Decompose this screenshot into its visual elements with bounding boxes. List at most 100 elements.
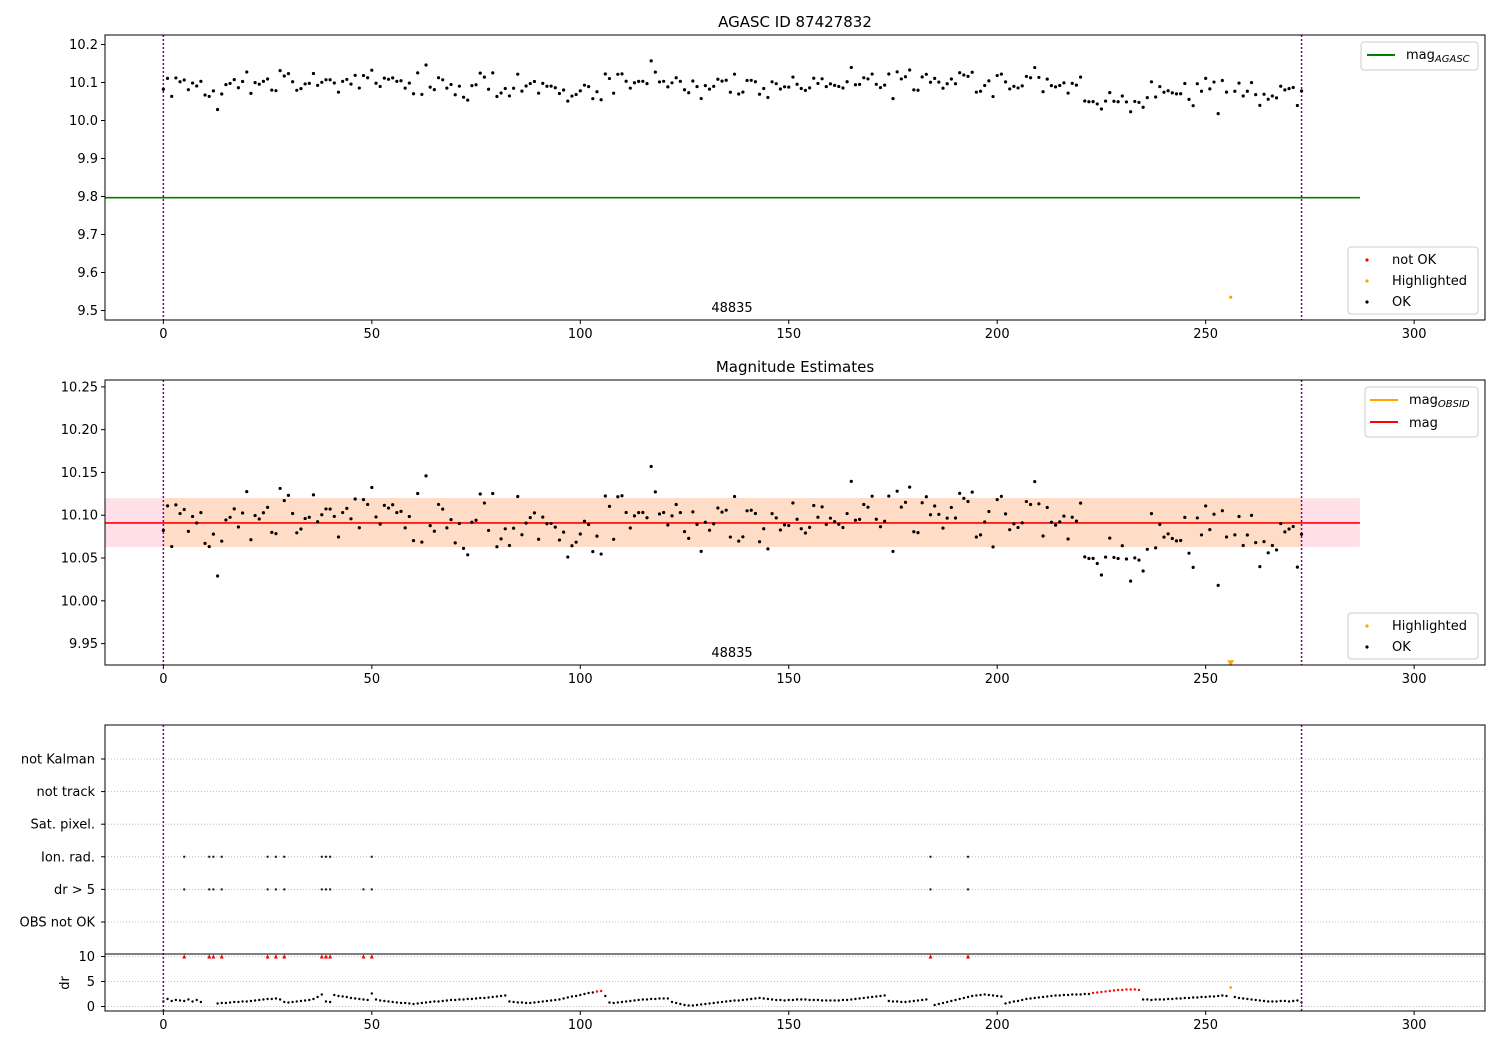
dr-point: [1054, 994, 1057, 997]
dr-point: [1037, 996, 1041, 999]
flag-point: [266, 855, 269, 858]
panel-mag-legend-bottom: Highlighted OK: [1347, 612, 1479, 660]
dr-point: [916, 999, 920, 1002]
flag-point: [324, 888, 328, 891]
dr-point: [741, 998, 745, 1002]
dr-point: [687, 1004, 690, 1007]
ok-point: [1245, 533, 1249, 537]
ok-point: [757, 92, 762, 96]
ok-point: [299, 87, 303, 91]
ok-point: [1108, 91, 1112, 95]
ok-point: [983, 520, 987, 524]
dr-point: [1279, 999, 1282, 1003]
ok-point: [1170, 91, 1174, 95]
ok-point: [286, 493, 291, 497]
dr-outlier-marker: [323, 954, 328, 959]
ok-point: [395, 79, 399, 83]
dr-point: [808, 998, 811, 1002]
ok-point: [974, 90, 978, 94]
ok-point: [357, 86, 361, 90]
panel-flags-data: [105, 725, 1485, 1011]
ok-point: [1058, 520, 1062, 524]
dr-point: [996, 994, 999, 998]
ok-point: [1291, 85, 1295, 90]
ok-point: [766, 547, 770, 551]
dr-point: [374, 998, 378, 1001]
ok-point: [687, 536, 691, 540]
ok-point: [1295, 565, 1299, 569]
ok-point: [787, 523, 791, 528]
dr-point: [1296, 999, 1299, 1002]
dr-point: [1025, 997, 1028, 1001]
ok-point: [407, 514, 411, 519]
dr-point: [745, 998, 749, 1001]
ok-point: [253, 513, 257, 518]
dr-point: [520, 1001, 524, 1004]
ok-point: [862, 502, 866, 507]
dr-point: [224, 1001, 228, 1005]
ok-point: [207, 94, 211, 99]
ok-point: [962, 496, 966, 500]
ok-point: [1141, 569, 1145, 573]
ok-point: [1204, 76, 1208, 80]
ok-point: [1149, 80, 1154, 84]
dr-not-ok-point: [1108, 989, 1111, 993]
legend-marker-ok: [1365, 645, 1369, 649]
dr-point: [195, 998, 198, 1002]
ok-point: [691, 79, 695, 83]
dr-point: [1058, 994, 1061, 997]
ok-point: [1279, 521, 1283, 526]
ok-point: [457, 84, 461, 88]
ok-point: [1179, 538, 1183, 543]
ok-point: [891, 96, 895, 101]
ok-point: [265, 505, 270, 509]
ok-point: [236, 86, 241, 90]
dr-point: [1179, 997, 1182, 1000]
legend-label-mag-agasc: magAGASC: [1406, 48, 1470, 65]
dr-point: [1187, 996, 1191, 1000]
panel-magnitude-estimates: Magnitude Estimates 0 50 100 150 200 250 300 9…: [61, 358, 1486, 687]
ok-point: [399, 509, 403, 513]
dr-point: [266, 997, 269, 1001]
ok-point: [386, 77, 391, 81]
ok-point: [1124, 100, 1129, 104]
ok-point: [749, 78, 753, 82]
ok-point: [1216, 583, 1220, 588]
ok-point: [1249, 513, 1254, 517]
dr-point: [245, 1000, 248, 1003]
dr-point: [904, 1000, 907, 1004]
dr-not-ok-point: [1121, 988, 1124, 992]
flag-point: [183, 855, 186, 858]
ok-point: [712, 522, 716, 526]
ok-point: [1262, 540, 1266, 544]
panel-agasc-x-axis: 0 50 100 150 200 250 300: [159, 320, 1427, 342]
ok-point: [432, 529, 436, 533]
panel-agasc-y-axis: 9.5 9.6 9.7 9.8 9.9 10.0 10.1 10.2: [69, 38, 105, 319]
ok-point: [657, 512, 662, 516]
ok-point: [962, 73, 966, 77]
ok-point: [286, 72, 291, 76]
ok-point: [1070, 81, 1074, 86]
ok-point: [1212, 80, 1216, 84]
x-tick-label: 300: [1402, 1018, 1427, 1033]
ok-point: [420, 540, 424, 544]
ok-point: [1104, 99, 1108, 103]
ok-point: [453, 541, 457, 545]
panel-mag-data: [105, 380, 1360, 667]
dr-point: [420, 1001, 424, 1005]
ok-point: [991, 94, 995, 99]
x-tick-label: 150: [776, 1018, 801, 1033]
ok-point: [436, 502, 441, 507]
dr-point: [850, 998, 853, 1001]
dr-point: [454, 998, 457, 1002]
ok-point: [941, 526, 945, 530]
legend-marker-ok: [1365, 300, 1369, 304]
flag-point: [183, 888, 186, 891]
ok-point: [461, 546, 466, 550]
dr-point: [816, 998, 820, 1002]
ok-point: [707, 87, 712, 91]
dr-point: [1287, 1000, 1291, 1003]
dr-point: [1146, 998, 1149, 1001]
ok-point: [211, 89, 215, 93]
ok-point: [516, 494, 520, 499]
